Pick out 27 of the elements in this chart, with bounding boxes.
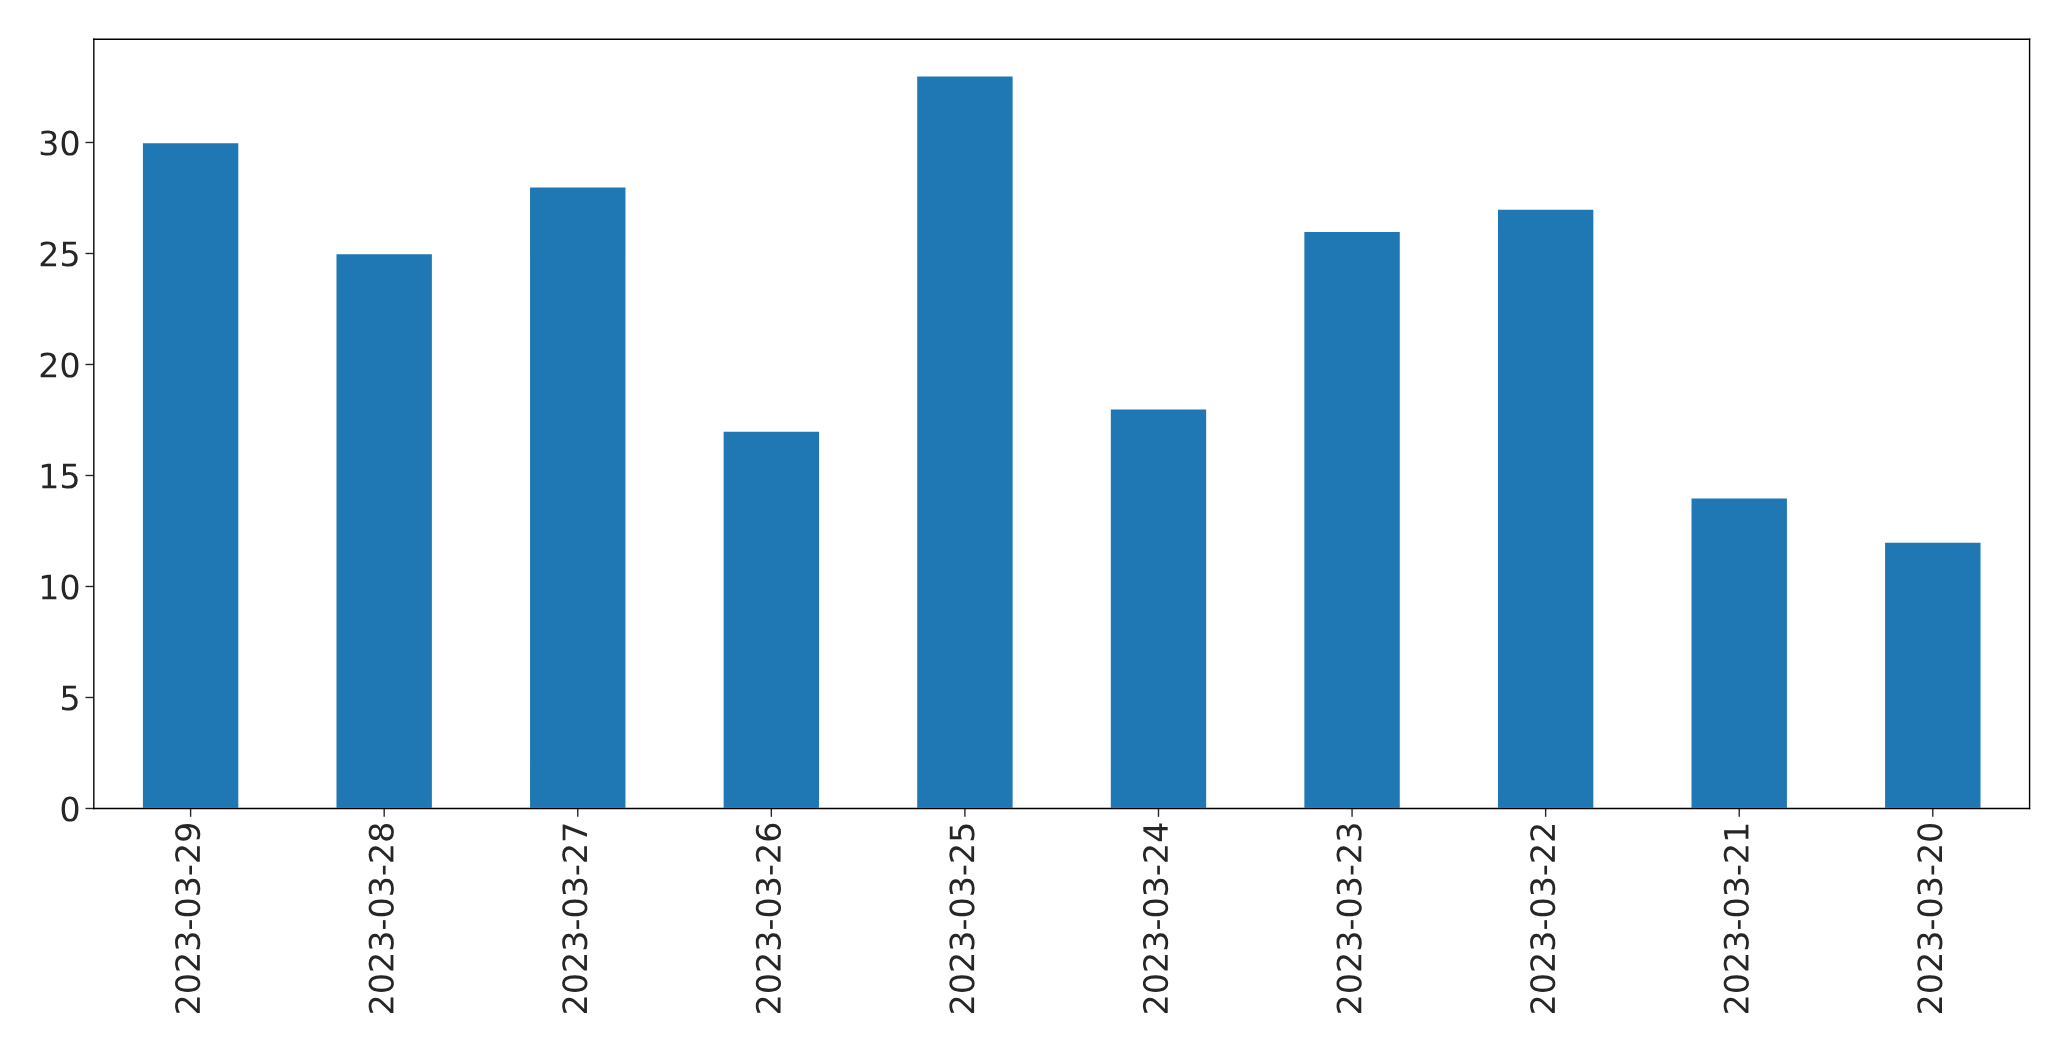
x-tick-label: 2023-03-24 [1142,823,1169,1013]
bar [722,430,821,809]
y-tick-label: 30 [40,130,79,156]
bar [528,186,627,809]
x-tick-label: 2023-03-29 [175,824,201,1013]
y-tick-label: 25 [40,241,78,267]
x-tick-label: 2023-03-22 [1530,825,1556,1013]
y-tick-label: 15 [41,463,78,489]
x-tick-label: 2023-03-25 [949,824,975,1013]
bar [1109,408,1208,809]
x-tick-label: 2023-03-20 [1917,823,1943,1013]
y-tick-label: 20 [40,352,79,378]
bar [141,141,240,809]
bar [1302,230,1402,809]
x-tick-label: 2023-03-26 [755,823,782,1013]
x-tick-label: 2023-03-28 [368,823,394,1013]
bar [915,75,1014,809]
y-tick-label: 10 [41,574,79,600]
bar [335,252,434,809]
y-tick-label: 5 [61,685,78,711]
x-tick-label: 2023-03-23 [1336,824,1362,1013]
bar [1496,208,1595,809]
x-tick-label: 2023-03-27 [562,824,588,1013]
bar [1883,541,1982,809]
x-tick-label: 2023-03-21 [1723,824,1749,1013]
y-tick-label: 0 [61,796,79,822]
bar [1690,496,1789,809]
